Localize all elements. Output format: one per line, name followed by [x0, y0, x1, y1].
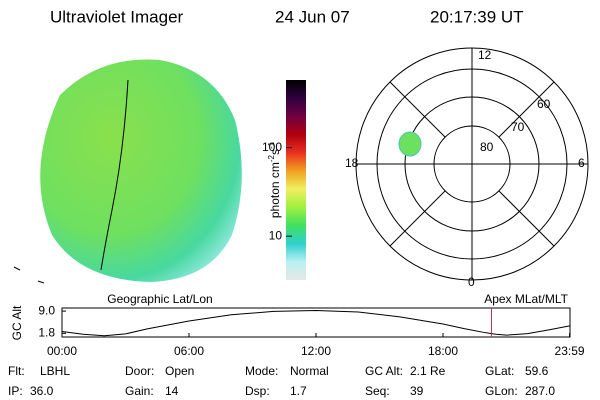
info-value: Normal: [290, 364, 329, 378]
info-value: LBHL: [40, 364, 70, 378]
x-tick-label: 23:59: [555, 344, 585, 358]
x-tick-label: 00:00: [47, 344, 77, 358]
info-label: Flt:: [8, 364, 25, 378]
info-value: 39: [410, 384, 424, 398]
info-label: Mode:: [245, 364, 278, 378]
edge-tick: [37, 280, 45, 284]
orbit-title: Apex MLat/MLT: [484, 292, 568, 306]
axis-line: [389, 81, 446, 138]
x-tick-label: 12:00: [301, 344, 331, 358]
axis-line: [389, 190, 446, 247]
info-value: Open: [165, 364, 194, 378]
orbit-title: Geographic Lat/Lon: [107, 292, 212, 306]
colorbar-label: photon cm-2s-1: [267, 141, 283, 218]
tick-label: 10: [269, 228, 283, 242]
mlt-label: 0: [468, 275, 475, 289]
info-label: Seq:: [365, 384, 390, 398]
plot-frame: [61, 307, 571, 338]
mlt-label: 6: [578, 156, 585, 170]
info-value: 2.1 Re: [410, 364, 446, 378]
lat-label: 80: [480, 140, 494, 154]
info-value: 59.6: [525, 364, 549, 378]
y-axis-label: GC Alt: [10, 305, 24, 340]
lat-label: 60: [537, 97, 551, 111]
y-tick-label: 1.8: [38, 325, 55, 339]
edge-tick: [13, 266, 21, 271]
info-label: GC Alt:: [365, 364, 403, 378]
unit-exp: -1: [267, 141, 276, 149]
unit-s: s: [268, 149, 282, 155]
info-label: IP:: [8, 384, 23, 398]
uv-image: [13, 59, 242, 284]
lat-label: 70: [511, 120, 525, 134]
mlt-label: 18: [345, 156, 359, 170]
terminator-line: [100, 79, 129, 271]
info-label: GLon:: [485, 384, 518, 398]
unit-base: photon cm: [268, 162, 282, 218]
date: 24 Jun 07: [275, 7, 350, 26]
colorbar-fill: [286, 80, 306, 280]
info-label: GLat:: [485, 364, 514, 378]
mlt-label: 12: [478, 48, 492, 62]
tick-label: 100: [262, 140, 282, 154]
colorbar: photon cm-2s-1 10 100: [262, 80, 306, 280]
x-tick-label: 18:00: [428, 344, 458, 358]
instrument: Ultraviolet Imager: [50, 7, 184, 26]
info-value: 14: [165, 384, 179, 398]
unit-exp: -2: [267, 154, 276, 162]
polar-plot: 12 6 0 18 80 70 60: [345, 47, 589, 289]
info-value: 36.0: [30, 384, 54, 398]
info-label: Door:: [125, 364, 154, 378]
info-label: Gain:: [125, 384, 154, 398]
x-tick-label: 06:00: [174, 344, 204, 358]
axis-line: [498, 190, 555, 247]
y-tick-label: 9.0: [38, 303, 55, 317]
altitude-line: [61, 309, 570, 337]
info-value: 287.0: [525, 384, 555, 398]
auroral-spot: [398, 131, 422, 157]
time: 20:17:39 UT: [430, 7, 524, 26]
info-label: Dsp:: [245, 384, 270, 398]
info-panel: Flt: LBHL Door: Open Mode: Normal GC Alt: 2.1 R…: [8, 364, 555, 398]
info-value: 1.7: [290, 384, 307, 398]
image-disk: [40, 59, 242, 282]
orbit-plot: Geographic Lat/Lon Apex MLat/MLT GC Alt …: [10, 292, 585, 358]
axis-line: [498, 81, 555, 138]
